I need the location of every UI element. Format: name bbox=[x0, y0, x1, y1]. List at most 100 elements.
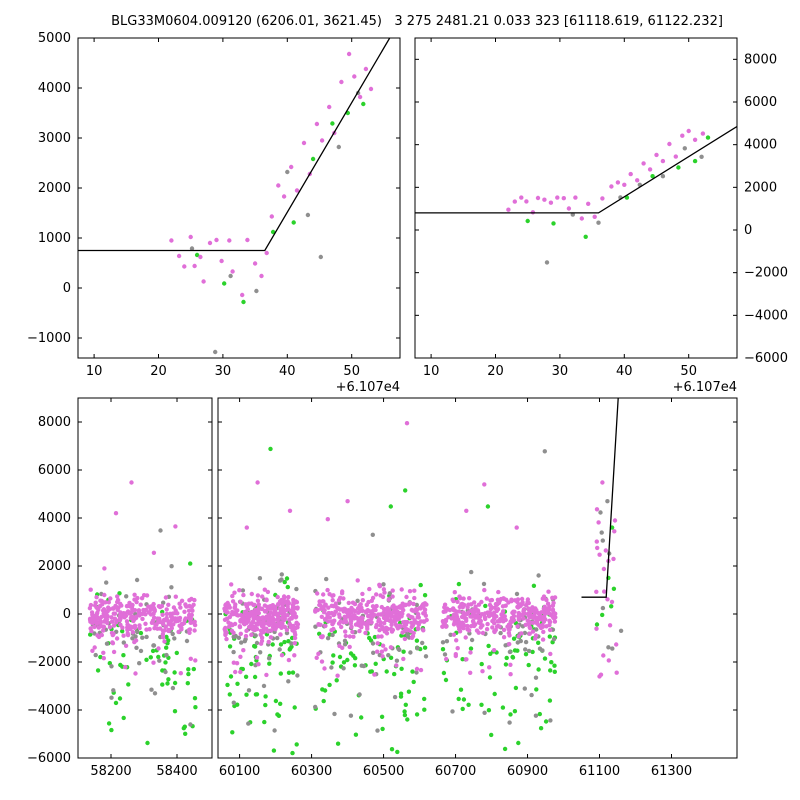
point-green bbox=[440, 647, 446, 652]
point-gray bbox=[533, 675, 539, 680]
point-magenta bbox=[395, 626, 401, 631]
point-magenta bbox=[156, 646, 161, 651]
point-magenta bbox=[410, 633, 416, 639]
point-magenta bbox=[366, 599, 371, 605]
point-green bbox=[322, 688, 328, 693]
point-magenta bbox=[480, 630, 486, 636]
point-green bbox=[402, 712, 408, 718]
point-magenta bbox=[100, 628, 106, 633]
point-magenta bbox=[167, 619, 173, 625]
point-magenta bbox=[492, 615, 497, 620]
x-tick-label: 61100 bbox=[579, 764, 620, 779]
point-magenta bbox=[487, 665, 492, 670]
point-magenta bbox=[245, 607, 251, 612]
point-green bbox=[368, 669, 373, 674]
point-magenta bbox=[112, 616, 118, 621]
point-magenta bbox=[596, 520, 601, 525]
point-green bbox=[402, 709, 407, 714]
point-magenta bbox=[166, 628, 171, 634]
point-magenta bbox=[404, 594, 409, 600]
point-magenta bbox=[552, 595, 558, 600]
point-magenta bbox=[179, 598, 185, 603]
point-magenta bbox=[461, 610, 466, 615]
point-magenta bbox=[385, 605, 390, 611]
point-green bbox=[291, 220, 296, 225]
point-magenta bbox=[402, 636, 408, 642]
point-green bbox=[106, 721, 112, 726]
point-magenta bbox=[482, 587, 487, 593]
point-magenta bbox=[453, 609, 459, 614]
point-magenta bbox=[484, 596, 489, 601]
point-magenta bbox=[149, 620, 155, 625]
point-green bbox=[401, 649, 406, 654]
point-magenta bbox=[507, 641, 512, 647]
figure-title: BLG33M0604.009120 (6206.01, 3621.45) 3 2… bbox=[111, 14, 723, 29]
point-gray bbox=[605, 499, 610, 504]
point-magenta bbox=[622, 182, 627, 187]
point-gray bbox=[111, 688, 116, 693]
point-green bbox=[388, 504, 393, 509]
point-gray bbox=[137, 661, 142, 666]
point-magenta bbox=[89, 610, 95, 615]
point-magenta bbox=[241, 648, 246, 653]
point-magenta bbox=[401, 656, 406, 662]
point-magenta bbox=[325, 587, 330, 593]
x-tick-label: 50 bbox=[680, 364, 697, 379]
point-green bbox=[456, 581, 462, 587]
point-magenta bbox=[336, 598, 342, 603]
point-magenta bbox=[528, 620, 533, 625]
point-magenta bbox=[545, 606, 550, 612]
point-magenta bbox=[337, 607, 343, 612]
point-magenta bbox=[392, 610, 397, 615]
point-magenta bbox=[464, 611, 470, 617]
point-magenta bbox=[162, 618, 167, 623]
point-magenta bbox=[111, 623, 117, 628]
point-magenta bbox=[255, 598, 261, 603]
point-magenta bbox=[483, 616, 488, 622]
point-magenta bbox=[382, 621, 387, 626]
point-magenta bbox=[187, 603, 192, 609]
point-magenta bbox=[143, 621, 148, 626]
point-gray bbox=[522, 630, 528, 636]
point-magenta bbox=[249, 591, 254, 597]
point-gray bbox=[254, 640, 260, 646]
point-gray bbox=[330, 632, 335, 638]
point-green bbox=[583, 234, 588, 239]
point-magenta bbox=[597, 552, 602, 557]
point-magenta bbox=[245, 619, 250, 624]
point-green bbox=[275, 712, 280, 717]
y-tick-label: 3000 bbox=[38, 131, 71, 146]
point-green bbox=[406, 689, 412, 694]
point-green bbox=[488, 651, 493, 656]
point-green bbox=[414, 712, 420, 717]
point-magenta bbox=[238, 631, 243, 636]
point-green bbox=[458, 687, 464, 692]
point-magenta bbox=[357, 94, 363, 100]
point-green bbox=[384, 669, 389, 674]
point-magenta bbox=[453, 619, 458, 624]
point-gray bbox=[469, 637, 475, 643]
point-magenta bbox=[527, 631, 532, 636]
point-magenta bbox=[254, 655, 260, 660]
point-magenta bbox=[244, 525, 249, 530]
point-magenta bbox=[341, 596, 346, 601]
point-magenta bbox=[416, 622, 421, 627]
point-gray bbox=[332, 711, 337, 717]
point-green bbox=[489, 732, 494, 738]
point-gray bbox=[104, 580, 109, 585]
point-green bbox=[294, 742, 299, 747]
point-magenta bbox=[530, 629, 536, 634]
point-gray bbox=[294, 586, 299, 592]
point-magenta bbox=[118, 622, 123, 627]
point-magenta bbox=[224, 616, 230, 621]
point-magenta bbox=[252, 261, 258, 266]
point-magenta bbox=[376, 617, 382, 622]
tick-labels-top-right: 10 20 30 40 50 −6000 −4000 −2000 0 2000 4000 6000 80… bbox=[423, 52, 788, 395]
point-magenta bbox=[90, 648, 95, 653]
point-magenta bbox=[176, 629, 181, 635]
point-green bbox=[510, 654, 515, 660]
point-green bbox=[405, 717, 410, 722]
axes-frame bbox=[217, 397, 738, 759]
point-magenta bbox=[235, 608, 240, 613]
point-magenta bbox=[605, 597, 610, 602]
